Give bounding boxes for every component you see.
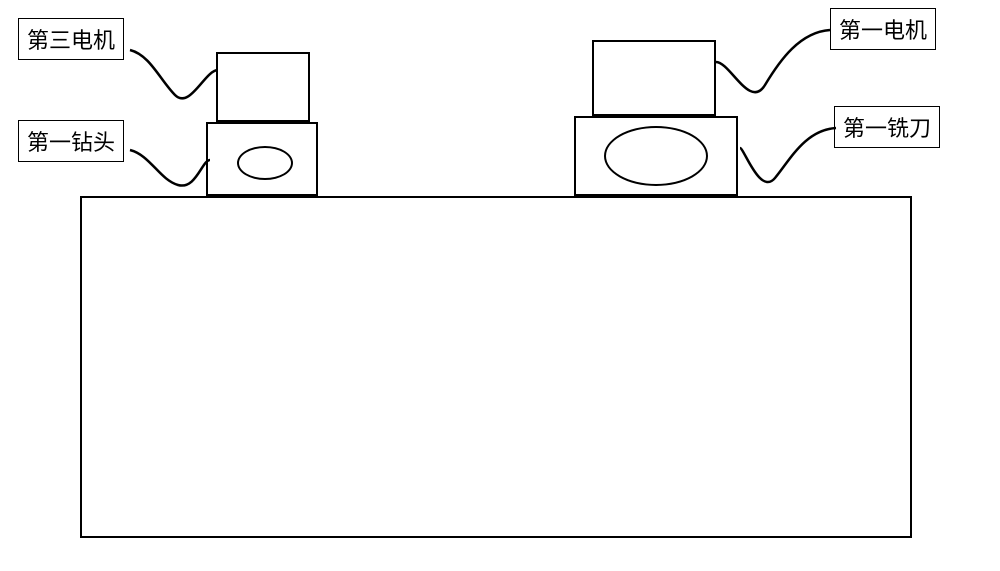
connector-motor3: [130, 50, 218, 98]
right-mill-ellipse: [604, 126, 708, 186]
connector-motor1: [716, 30, 830, 92]
label-motor3: 第三电机: [18, 18, 124, 60]
connector-drill1: [130, 150, 210, 186]
label-mill1: 第一铣刀: [834, 106, 940, 148]
left-drill-ellipse: [237, 146, 293, 180]
left-motor-rect: [216, 52, 310, 122]
label-drill1: 第一钻头: [18, 120, 124, 162]
base-rect: [80, 196, 912, 538]
right-motor-rect: [592, 40, 716, 116]
label-motor1: 第一电机: [830, 8, 936, 50]
connector-mill1: [740, 128, 836, 182]
